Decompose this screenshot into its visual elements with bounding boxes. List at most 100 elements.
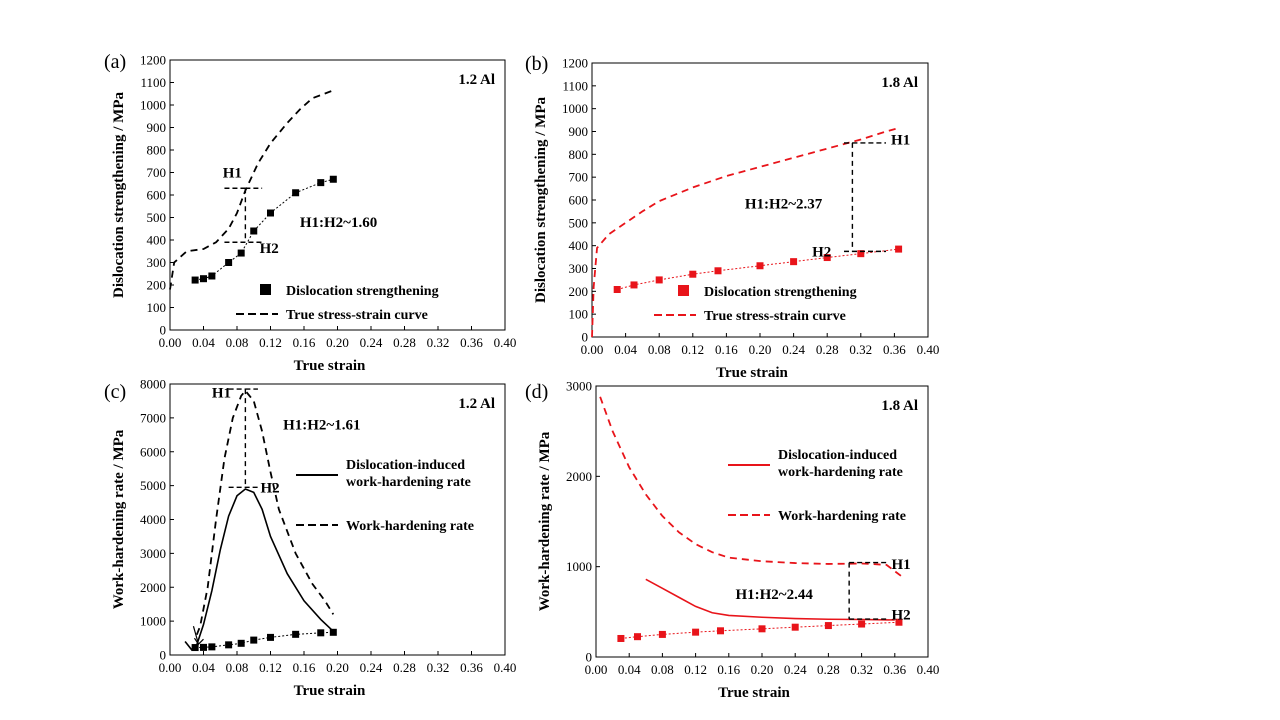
panel-d: (d) 0.00 0.04 0.08 0.12 0.16 0.20 0.24 0.28 0.32 0… [525, 379, 939, 702]
x-tick-label: 0.20 [326, 660, 349, 675]
x-tick-label: 0.12 [259, 335, 282, 350]
x-tick-label: 0.08 [651, 662, 674, 677]
y-tick-label: 1000 [566, 559, 592, 574]
legend-label-line: work-hardening rate [778, 465, 903, 480]
series-line-dotted [617, 248, 899, 290]
x-axis-title: True strain [718, 685, 790, 701]
y-tick-label: 6000 [140, 444, 166, 459]
x-axis-title: True strain [716, 365, 788, 381]
x-tick-label: 0.04 [192, 335, 215, 350]
x-tick-label: 0.20 [326, 335, 349, 350]
annotation-label: H1:H2~2.37 [745, 196, 823, 212]
x-tick-label: 0.24 [360, 335, 383, 350]
series-line-dashed [599, 396, 904, 579]
legend-label-line: Dislocation-induced [778, 448, 897, 463]
arrow-shaft [192, 626, 200, 645]
data-point [329, 628, 337, 636]
x-tick-label: 0.28 [393, 335, 416, 350]
x-axis-title: True strain [294, 683, 366, 699]
x-tick-label: 0.12 [684, 662, 707, 677]
y-axis-title: Dislocation strengthening / MPa [533, 97, 549, 303]
x-tick-label: 0.16 [715, 342, 738, 357]
x-tick-label: 0.00 [159, 335, 182, 350]
y-tick-label: 3000 [566, 379, 592, 394]
data-point [225, 259, 233, 266]
data-point [858, 620, 866, 628]
x-tick-label: 0.08 [226, 335, 249, 350]
y-tick-label: 0 [160, 323, 167, 338]
data-point [191, 644, 199, 652]
x-tick-label: 0.24 [360, 660, 383, 675]
panel-c: (c) 0.00 0.04 0.08 0.12 0.16 0.20 0.24 0.28 0.32 0… [104, 377, 516, 700]
annotation-label: H1 [891, 557, 910, 573]
y-tick-label: 2000 [140, 580, 166, 595]
y-tick-label: 8000 [140, 377, 166, 392]
data-point [191, 276, 199, 284]
x-tick-label: 0.32 [849, 342, 872, 357]
data-point [250, 636, 258, 644]
alloy-tag: 1.8 Al [881, 75, 918, 91]
y-tick-label: 0 [586, 650, 593, 665]
x-tick-label: 0.28 [816, 342, 839, 357]
x-tick-label: 0.28 [393, 660, 416, 675]
annotation-label: H2 [260, 480, 279, 496]
y-tick-label: 400 [147, 233, 167, 248]
x-tick-label: 0.12 [259, 660, 282, 675]
x-tick-label: 0.32 [427, 335, 450, 350]
y-tick-label: 100 [569, 307, 589, 322]
data-point [658, 630, 666, 638]
y-tick-label: 1100 [562, 78, 588, 93]
y-tick-label: 1000 [562, 101, 588, 116]
y-tick-label: 2000 [566, 469, 592, 484]
x-tick-label: 0.00 [159, 660, 182, 675]
alloy-tag: 1.8 Al [881, 398, 918, 414]
x-axis-title: True strain [294, 358, 366, 374]
panel-label: (d) [525, 381, 548, 403]
series-line-solid [645, 578, 895, 621]
arrow-head [193, 637, 204, 646]
x-tick-label: 0.20 [751, 662, 774, 677]
legend-label: True stress-strain curve [704, 309, 846, 324]
data-point [225, 641, 233, 649]
y-tick-label: 800 [147, 143, 167, 158]
data-point [717, 627, 724, 635]
y-tick-label: 300 [569, 261, 589, 276]
data-point [714, 267, 722, 275]
data-point [317, 179, 325, 187]
x-tick-label: 0.40 [494, 660, 517, 675]
y-axis-title: Dislocation strengthening / MPa [111, 92, 127, 298]
data-point [758, 625, 766, 633]
legend-marker-square [678, 285, 689, 296]
series-line-solid [184, 488, 334, 652]
data-point [200, 275, 207, 283]
y-tick-label: 200 [569, 284, 589, 299]
legend-label: Dislocation strengthening [704, 285, 857, 300]
x-tick-label: 0.16 [293, 660, 316, 675]
data-point [237, 639, 245, 647]
series-line-dashed [591, 127, 899, 338]
y-tick-label: 1200 [140, 53, 166, 68]
data-point [267, 209, 274, 217]
panel-label: (b) [525, 53, 548, 75]
legend-label: Dislocation-induced work-hardening rate [778, 448, 903, 480]
x-tick-label: 0.40 [917, 662, 940, 677]
x-tick-label: 0.16 [717, 662, 740, 677]
series-line-dashed [169, 89, 334, 290]
y-tick-label: 7000 [140, 410, 166, 425]
data-point [895, 245, 903, 253]
annotation-label: H2 [260, 241, 279, 257]
legend-label-line: Dislocation-induced [346, 458, 465, 473]
x-tick-label: 0.00 [581, 342, 604, 357]
x-tick-label: 0.40 [494, 335, 517, 350]
data-point [791, 623, 799, 631]
annotation-label: H1 [212, 385, 231, 401]
x-tick-label: 0.24 [782, 342, 805, 357]
legend-marker-square [260, 284, 271, 295]
x-tick-label: 0.04 [192, 660, 215, 675]
y-tick-label: 1100 [140, 75, 166, 90]
annotation-label: H2 [891, 608, 910, 624]
annotation-label: H1:H2~1.61 [283, 418, 360, 434]
y-tick-label: 300 [147, 255, 167, 270]
series-line-dotted [195, 631, 334, 649]
